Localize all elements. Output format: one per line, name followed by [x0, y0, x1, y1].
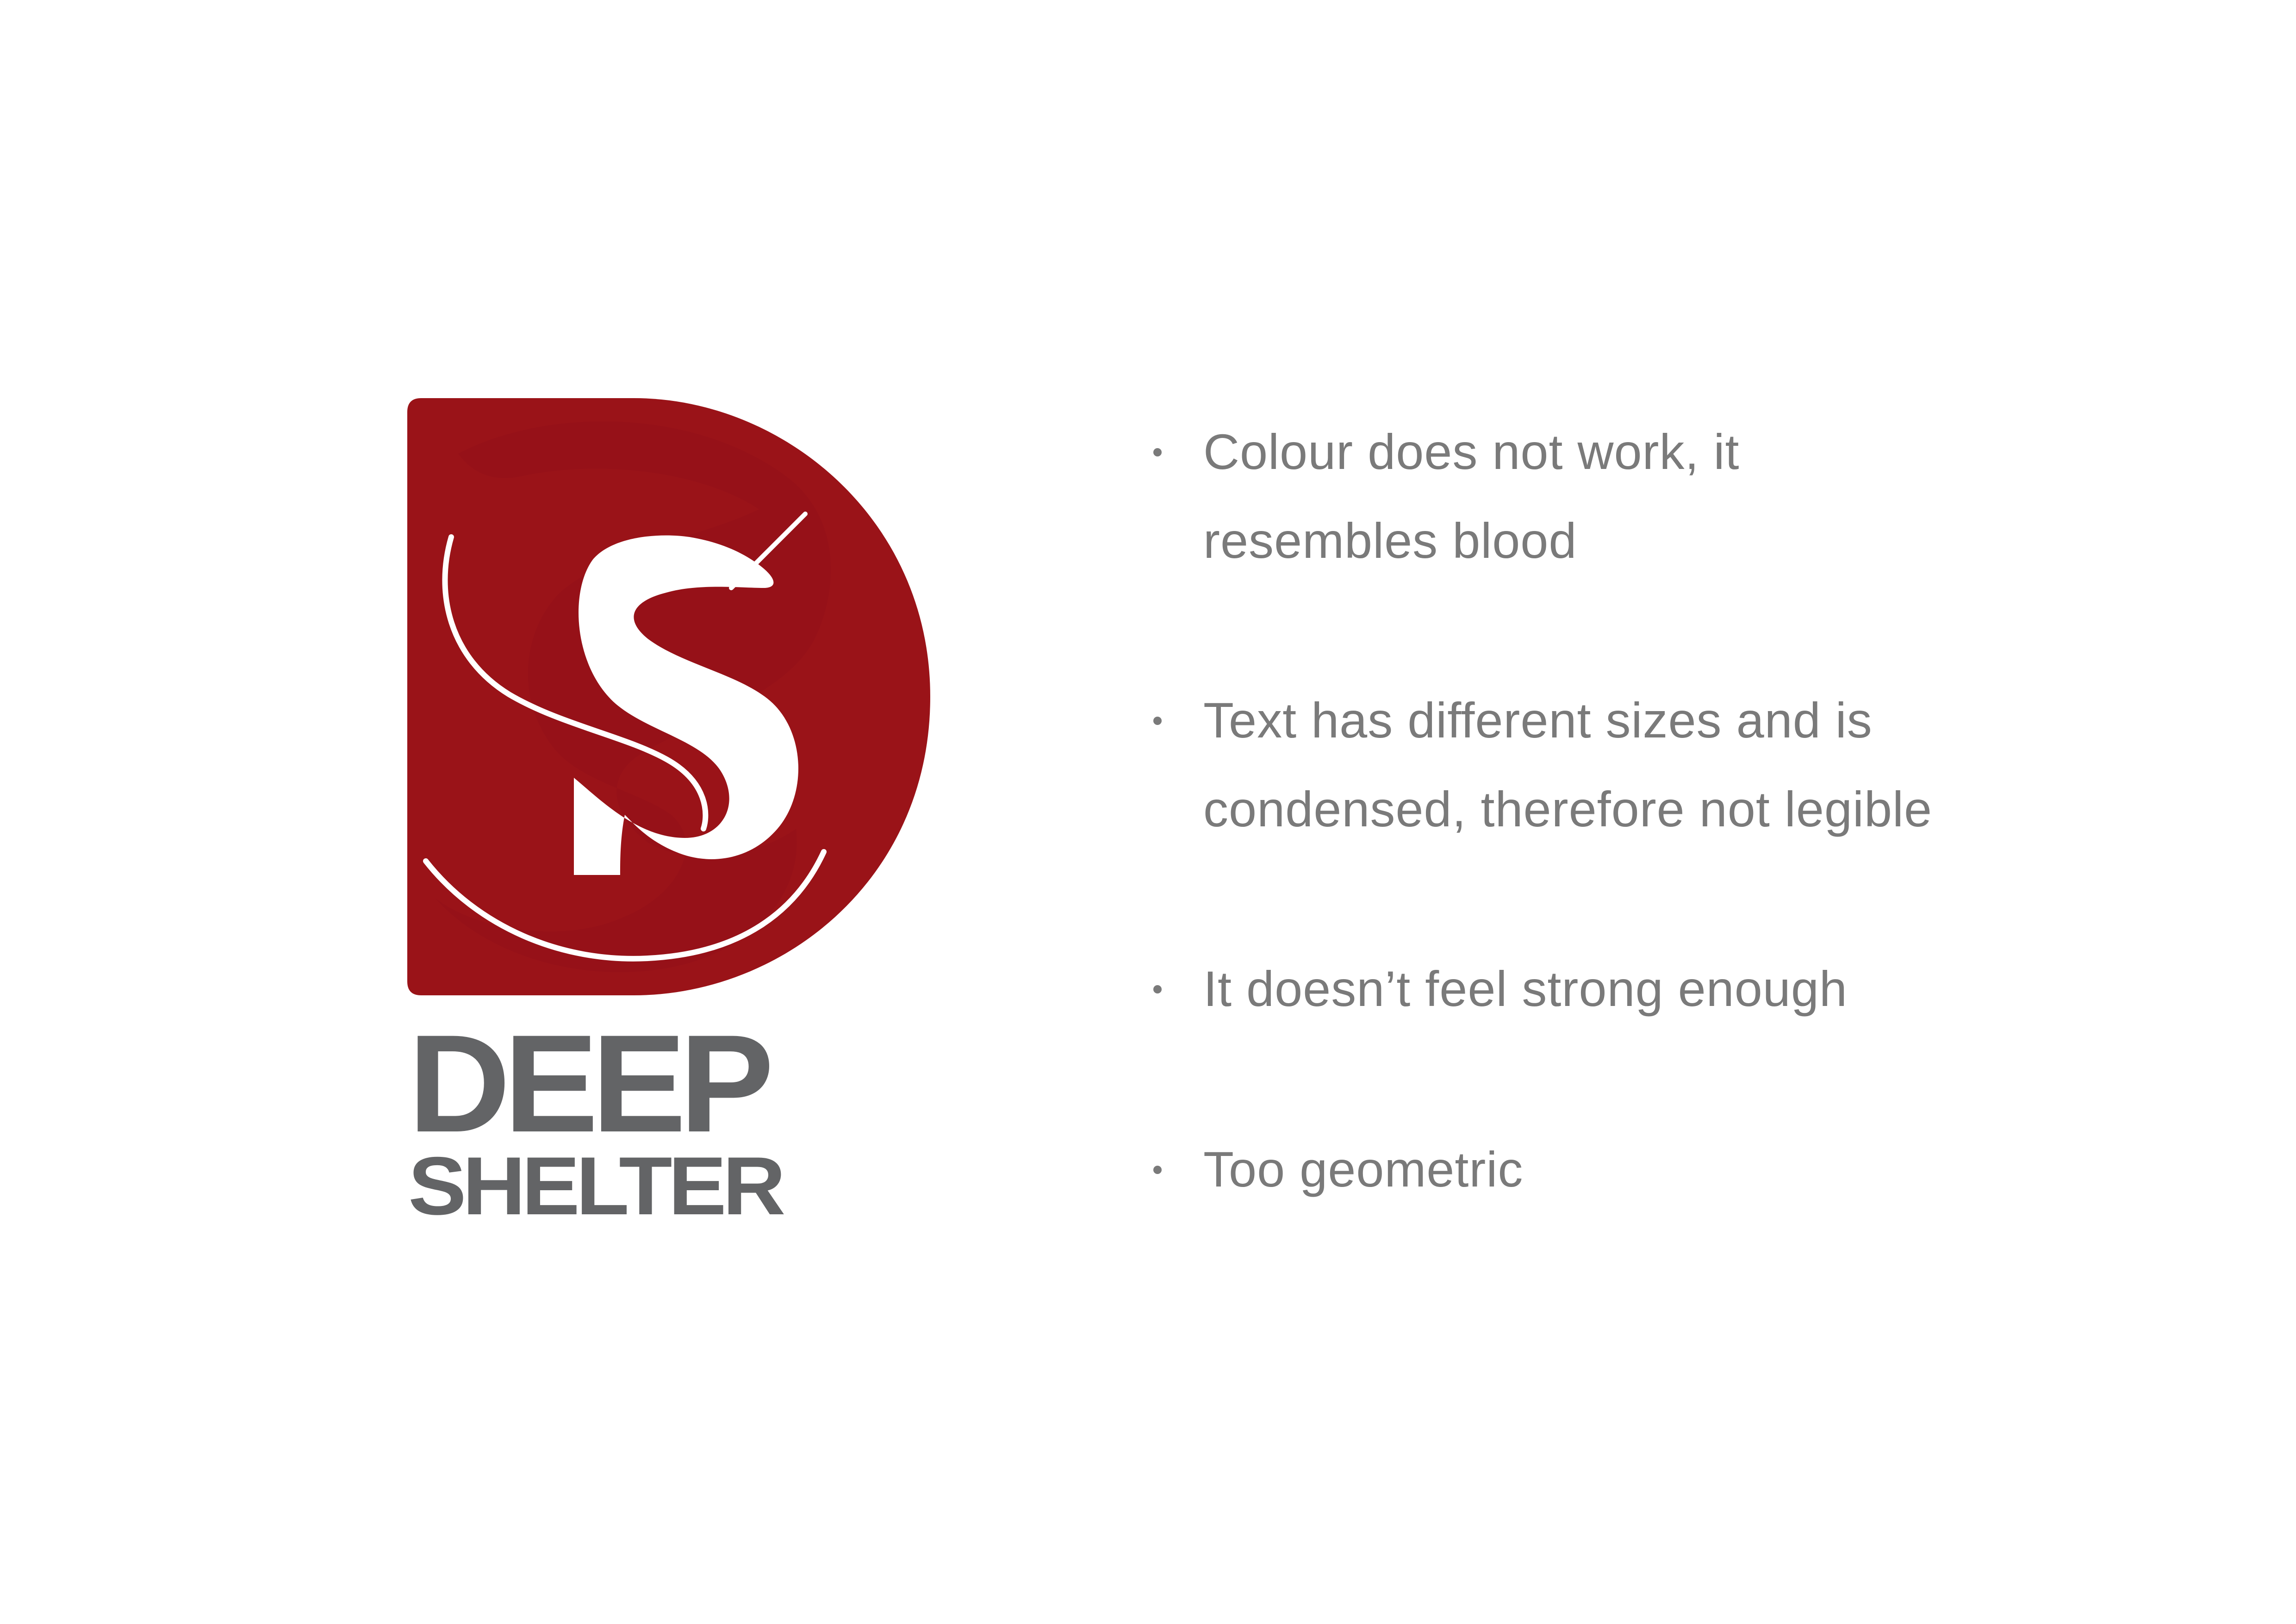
note-item: Colour does not work, it resembles blood	[1152, 407, 1805, 585]
bullet-icon	[1153, 1166, 1162, 1174]
note-item: Too geometric	[1152, 1125, 2036, 1214]
bullet-icon	[1153, 448, 1162, 456]
bullet-icon	[1153, 717, 1162, 725]
bullet-icon	[1153, 985, 1162, 993]
logo-wordmark-line2: SHELTER	[408, 1140, 786, 1232]
note-text: Text has different sizes and is condense…	[1203, 692, 1933, 837]
note-text: Too geometric	[1203, 1141, 1524, 1197]
logo-wordmark: DEEP SHELTER	[408, 1014, 786, 1227]
logo-wordmark-line1: DEEP	[408, 1006, 774, 1161]
deep-shelter-logo: DEEP SHELTER	[407, 398, 940, 1241]
ds-monogram-icon	[407, 398, 930, 995]
note-text: It doesn’t feel strong enough	[1203, 961, 1848, 1017]
note-item: Text has different sizes and is condense…	[1152, 676, 1990, 854]
note-item: It doesn’t feel strong enough	[1152, 944, 2036, 1033]
note-text: Colour does not work, it resembles blood	[1203, 424, 1740, 568]
